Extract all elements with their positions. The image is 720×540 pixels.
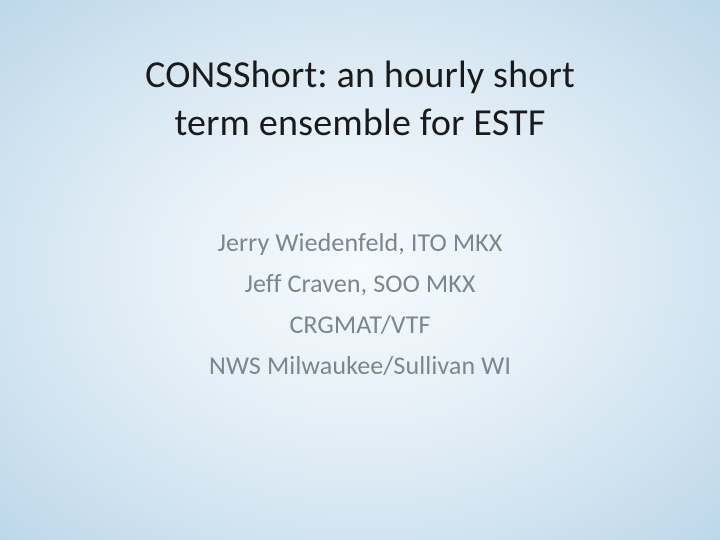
title-line-1: CONSShort: an hourly short [145,52,575,98]
subtitle-block: Jerry Wiedenfeld, ITO MKX Jeff Craven, S… [209,225,511,383]
slide-container: CONSShort: an hourly short term ensemble… [0,0,720,540]
subtitle-line-2: Jeff Craven, SOO MKX [245,266,476,301]
subtitle-line-4: NWS Milwaukee/Sullivan WI [209,348,511,383]
slide-title: CONSShort: an hourly short term ensemble… [145,52,575,147]
subtitle-line-3: CRGMAT/VTF [289,307,430,342]
title-line-2: term ensemble for ESTF [174,100,545,146]
subtitle-line-1: Jerry Wiedenfeld, ITO MKX [218,225,503,260]
